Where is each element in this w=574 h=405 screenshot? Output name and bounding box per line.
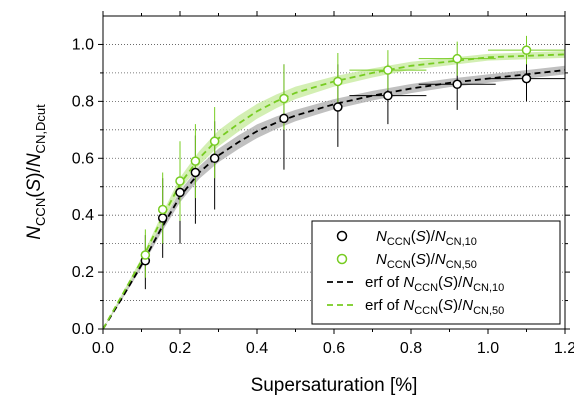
data-point (175, 176, 185, 186)
data-point (190, 156, 201, 166)
data-point (175, 187, 185, 198)
legend-item-n10: NCCN(S)/NCN,10 (336, 228, 477, 248)
legend: NCCN(S)/NCN,10 NCCN(S)/NCN,50 erf of NCC… (311, 220, 561, 325)
x-tick-label: 1.2 (554, 340, 574, 357)
data-point (521, 45, 532, 55)
legend-label-n50: NCCN(S)/NCN,50 (376, 251, 477, 271)
legend-item-n50: NCCN(S)/NCN,50 (336, 251, 477, 271)
legend-label-erf50: erf of NCCN(S)/NCN,50 (365, 297, 504, 317)
data-point (333, 102, 343, 112)
legend-label-erf10: erf of NCCN(S)/NCN,10 (365, 274, 504, 294)
data-point (209, 153, 220, 164)
y-tick-label: 0.0 (72, 321, 94, 338)
data-point (521, 73, 532, 84)
data-point (190, 167, 201, 178)
y-tick-label: 0.4 (72, 207, 94, 224)
x-tick-label: 0.2 (169, 340, 191, 357)
axis-ticks: 0.0 0.2 0.4 0.6 0.8 1.0 0.0 0.2 0.4 0.6 0.8 1.0 1.2 (72, 11, 574, 357)
data-point (279, 93, 289, 104)
legend-item-erf50: erf of NCCN(S)/NCN,50 (327, 297, 504, 317)
legend-label-n10: NCCN(S)/NCN,10 (376, 228, 477, 248)
data-point (157, 213, 168, 223)
y-axis-label: NCCN(S)/NCN,Dcut (24, 104, 48, 240)
x-axis-label: Supersaturation [%] (251, 375, 418, 396)
x-tick-label: 1.0 (477, 340, 499, 357)
y-tick-label: 1.0 (72, 36, 94, 53)
y-tick-label: 0.6 (72, 150, 94, 167)
data-point (452, 53, 462, 64)
data-point (157, 204, 168, 215)
legend-item-erf10: erf of NCCN(S)/NCN,10 (327, 274, 504, 294)
data-point (452, 79, 462, 90)
data-point (279, 113, 289, 124)
x-tick-label: 0.6 (323, 340, 345, 357)
y-tick-label: 0.8 (72, 93, 94, 110)
data-point (333, 76, 343, 87)
y-tick-label: 0.2 (72, 264, 94, 281)
x-tick-label: 0.4 (246, 340, 268, 357)
data-point (383, 90, 393, 101)
legend-marker-n50 (336, 253, 348, 265)
fit-line (103, 69, 565, 329)
legend-marker-n10 (336, 230, 348, 242)
x-tick-label: 0.0 (92, 340, 114, 357)
data-point (140, 250, 151, 260)
data-point (383, 65, 393, 75)
data-points (140, 45, 532, 266)
data-point (209, 136, 220, 146)
legend-box (311, 220, 561, 325)
x-tick-label: 0.8 (400, 340, 422, 357)
